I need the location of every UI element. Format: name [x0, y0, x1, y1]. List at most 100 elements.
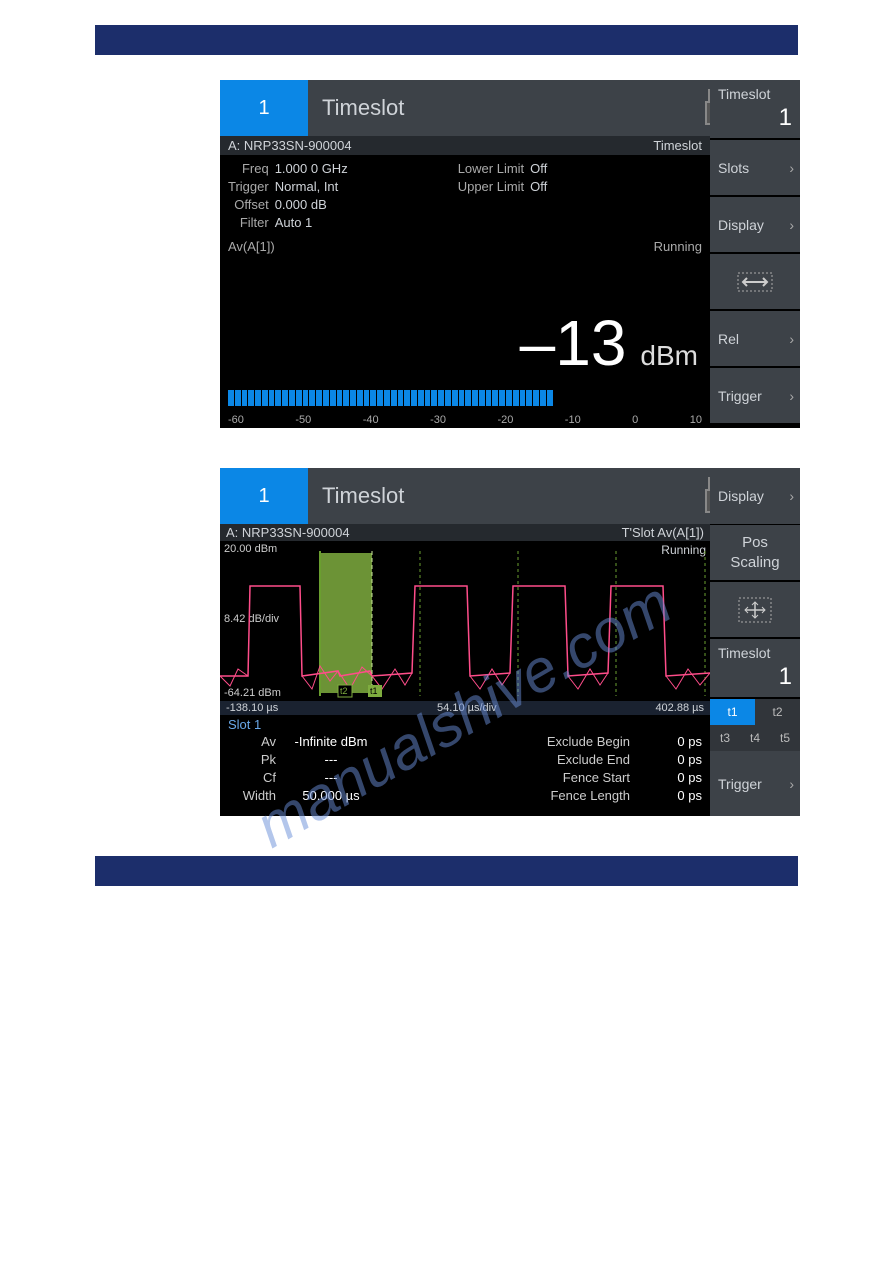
- level-bar-segment: [377, 390, 383, 406]
- menu-display-label: Display: [718, 217, 792, 233]
- level-bar-segment: [547, 390, 553, 406]
- axis-tick: -20: [497, 414, 513, 426]
- menu-span-button[interactable]: [710, 254, 800, 309]
- level-bar-segment: [465, 390, 471, 406]
- slot-info-table: Av Pk Cf Width -Infinite dBm --- --- 50.…: [220, 734, 710, 810]
- axis-tick: -50: [295, 414, 311, 426]
- level-bar-segment: [459, 390, 465, 406]
- chevron-right-icon: ›: [789, 331, 794, 347]
- menu-timeslot[interactable]: Timeslot 1: [710, 639, 800, 697]
- trace-graph[interactable]: 20.00 dBm Running 8.42 dB/div -64.21 dBm: [220, 541, 710, 701]
- level-bar-segment: [581, 390, 587, 406]
- row-width: 50.000 µs: [276, 788, 386, 806]
- marker-tab-t3[interactable]: t3: [710, 725, 740, 751]
- pan-icon: [738, 597, 772, 623]
- span-icon: [737, 269, 773, 295]
- level-bar-segment: [669, 390, 675, 406]
- menu-timeslot[interactable]: Timeslot 1: [710, 80, 800, 138]
- level-bar-segment: [438, 390, 444, 406]
- chevron-right-icon: ›: [789, 160, 794, 176]
- row-exend-label: Exclude End: [386, 752, 630, 770]
- menu-display[interactable]: Display ›: [710, 468, 800, 523]
- menu-rel[interactable]: Rel ›: [710, 311, 800, 366]
- level-bar-segment: [425, 390, 431, 406]
- level-bar-segment: [309, 390, 315, 406]
- level-bar-segment: [330, 390, 336, 406]
- menu-slots-label: Slots: [718, 160, 792, 176]
- menu-trigger-label: Trigger: [718, 776, 792, 792]
- axis-tick: 0: [632, 414, 638, 426]
- menu-pan-button[interactable]: [710, 582, 800, 637]
- menu-timeslot-value: 1: [718, 104, 792, 132]
- level-bar-segment: [289, 390, 295, 406]
- level-bar-segment: [255, 390, 261, 406]
- menu-rel-label: Rel: [718, 331, 792, 347]
- level-bar-segment: [248, 390, 254, 406]
- screen-title: Timeslot: [308, 468, 692, 524]
- param-trigger: Normal, Int: [275, 179, 348, 197]
- level-bar-segment: [587, 390, 593, 406]
- chevron-right-icon: ›: [789, 388, 794, 404]
- level-bar-segment: [391, 390, 397, 406]
- level-bar-segment: [262, 390, 268, 406]
- row-fstart: 0 ps: [630, 770, 702, 788]
- level-bar-segment: [526, 390, 532, 406]
- row-width-label: Width: [228, 788, 276, 806]
- level-bar-segment: [492, 390, 498, 406]
- level-bar-segment: [615, 390, 621, 406]
- level-bar-segment: [499, 390, 505, 406]
- level-bar-segment: [343, 390, 349, 406]
- level-bar-segment: [350, 390, 356, 406]
- level-bar-segment: [269, 390, 275, 406]
- channel-indicator[interactable]: 1: [220, 80, 308, 136]
- x-right: 402.88 µs: [655, 702, 704, 714]
- marker-tabs-row2: t3t4t5: [710, 725, 800, 751]
- menu-timeslot-label: Timeslot: [718, 86, 792, 102]
- param-lower-limit: Off: [530, 161, 547, 179]
- level-bar-segment: [404, 390, 410, 406]
- param-upper-limit-label: Upper Limit: [458, 179, 524, 197]
- level-bar-segment: [479, 390, 485, 406]
- trace-svg: t1 t2: [220, 541, 710, 701]
- level-bar: [228, 388, 702, 406]
- menu-display[interactable]: Display ›: [710, 197, 800, 252]
- marker-tab-t4[interactable]: t4: [740, 725, 770, 751]
- param-trigger-label: Trigger: [228, 179, 269, 197]
- level-bar-segment: [472, 390, 478, 406]
- row-av: -Infinite dBm: [276, 734, 386, 752]
- channel-indicator[interactable]: 1: [220, 468, 308, 524]
- level-bar-segment: [296, 390, 302, 406]
- level-bar-segment: [303, 390, 309, 406]
- marker-tab-t1[interactable]: t1: [710, 699, 755, 725]
- axis-tick: -40: [363, 414, 379, 426]
- x-left: -138.10 µs: [226, 702, 278, 714]
- row-pk: ---: [276, 752, 386, 770]
- level-bar-segment: [452, 390, 458, 406]
- menu-trigger[interactable]: Trigger ›: [710, 368, 800, 423]
- menu-slots[interactable]: Slots ›: [710, 140, 800, 195]
- level-axis: -60-50-40-30-20-10010: [228, 414, 702, 426]
- sensor-id: A: NRP33SN-900004: [226, 525, 350, 540]
- level-bar-segment: [337, 390, 343, 406]
- row-flen-label: Fence Length: [386, 788, 630, 806]
- param-filter-label: Filter: [228, 215, 269, 233]
- marker-tab-t5[interactable]: t5: [770, 725, 800, 751]
- level-bar-segment: [431, 390, 437, 406]
- menu-pos-scaling[interactable]: Pos Scaling: [710, 525, 800, 580]
- level-bar-segment: [418, 390, 424, 406]
- level-bar-segment: [228, 390, 234, 406]
- level-bar-segment: [628, 390, 634, 406]
- level-bar-segment: [594, 390, 600, 406]
- level-bar-segment: [282, 390, 288, 406]
- level-bar-segment: [676, 390, 682, 406]
- axis-tick: -10: [565, 414, 581, 426]
- menu-timeslot-value: 1: [718, 663, 792, 691]
- level-bar-segment: [662, 390, 668, 406]
- level-bar-segment: [608, 390, 614, 406]
- menu-trigger[interactable]: Trigger ›: [710, 751, 800, 816]
- level-bar-segment: [682, 390, 688, 406]
- level-bar-segment: [486, 390, 492, 406]
- marker-tab-t2[interactable]: t2: [755, 699, 800, 725]
- reading-value: –13: [520, 306, 627, 380]
- axis-tick: 10: [690, 414, 702, 426]
